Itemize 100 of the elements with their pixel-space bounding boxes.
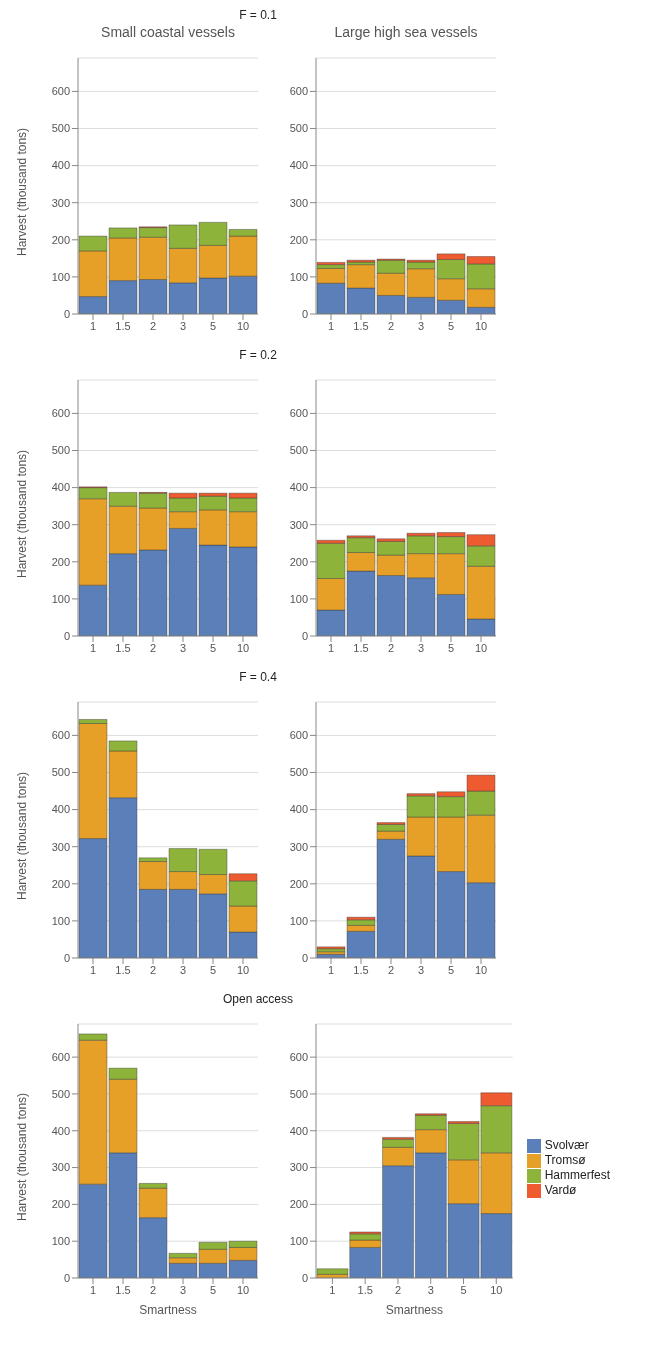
x-tick-label: 1.5 [115,963,131,976]
y-tick-label: 600 [51,407,70,420]
x-tick-label: 10 [236,1283,250,1296]
x-tick-label: 1.5 [353,319,369,332]
y-tick-label: 100 [51,914,70,927]
x-tick-label: 1 [327,963,335,976]
x-tick-label: 1.5 [115,641,131,654]
x-tick-label: 5 [209,319,217,332]
x-tick-label: 2 [387,319,395,332]
y-tick-label: 300 [51,1161,70,1174]
x-tick-label: 2 [149,319,157,332]
text: F = 0.2 [238,348,278,362]
y-tick-label: 0 [301,951,308,964]
x-tick-label: 1.5 [115,1283,131,1296]
y-tick-label: 400 [289,1124,308,1137]
y-tick-label: 200 [289,877,308,890]
y-tick-label: 400 [51,481,70,494]
legend-label: Svolvær [544,1138,589,1153]
x-tick-label: 1.5 [115,319,131,332]
y-tick-label: 600 [289,85,308,98]
x-tick-label: 10 [490,1283,503,1296]
y-tick-label: 400 [289,159,308,172]
x-tick-label: 3 [179,1283,187,1296]
y-tick-label: 0 [63,1271,70,1284]
y-tick-label: 500 [289,444,308,457]
y-tick-label: 500 [51,122,70,135]
y-tick-label: 600 [289,1051,308,1064]
y-tick-label: 500 [51,444,70,457]
y-tick-label: 500 [289,1087,308,1100]
x-tick-label: 1 [327,319,335,332]
y-tick-label: 100 [51,270,70,283]
x-tick-label: 10 [474,641,488,654]
y-tick-label: 300 [289,518,308,531]
x-tick-label: 1.5 [353,963,369,976]
y-tick-label: 300 [51,518,70,531]
x-tick-label: 5 [447,963,455,976]
x-tick-label: 10 [474,319,488,332]
y-tick-label: 400 [51,1124,70,1137]
x-tick-label: 1 [89,641,97,654]
y-tick-label: 0 [301,1271,308,1284]
y-tick-label: 300 [289,840,308,853]
y-tick-label: 200 [51,555,70,568]
y-tick-label: 300 [289,196,308,209]
x-tick-label: 3 [417,641,425,654]
x-tick-label: 1 [327,641,335,654]
y-axis-title: Harvest (thousand tons) [15,1092,30,1221]
y-tick-label: 600 [51,729,70,742]
x-tick-label: 3 [417,963,425,976]
y-tick-label: 500 [289,766,308,779]
x-tick-label: 1.5 [357,1283,373,1296]
y-tick-label: 400 [51,803,70,816]
y-tick-label: 600 [289,407,308,420]
x-tick-label: 2 [149,1283,157,1296]
y-tick-label: 200 [51,877,70,890]
y-tick-label: 100 [51,1235,70,1248]
x-tick-label: 2 [149,641,157,654]
y-tick-label: 200 [289,1198,308,1211]
y-tick-label: 300 [51,840,70,853]
x-tick-label: 3 [427,1283,434,1296]
legend-label: Vardø [544,1182,577,1197]
y-tick-label: 300 [51,196,70,209]
x-axis-title: Smartness [139,1303,197,1317]
text: Open access [221,992,294,1006]
x-tick-label: 10 [236,319,250,332]
text: F = 0.4 [238,670,278,684]
x-tick-label: 1 [89,1283,97,1296]
x-tick-label: 1 [89,963,97,976]
y-axis-title: Harvest (thousand tons) [15,127,30,256]
x-tick-label: 5 [209,641,217,654]
y-axis-title: Harvest (thousand tons) [15,771,30,900]
x-tick-label: 2 [387,963,395,976]
y-tick-label: 300 [289,1161,308,1174]
y-tick-label: 0 [301,629,308,642]
y-tick-label: 400 [289,803,308,816]
y-tick-label: 0 [63,951,70,964]
x-tick-label: 1 [89,319,97,332]
y-tick-label: 100 [289,270,308,283]
chart-title: Large high sea vessels [333,24,479,42]
x-tick-label: 5 [209,1283,217,1296]
legend-label: Hammerfest [544,1168,610,1182]
x-tick-label: 5 [460,1283,467,1296]
x-tick-label: 2 [387,641,395,654]
y-tick-label: 200 [51,1198,70,1211]
x-tick-label: 10 [236,963,250,976]
y-tick-label: 600 [51,85,70,98]
y-tick-label: 100 [289,1235,308,1248]
y-tick-label: 100 [289,592,308,605]
y-tick-label: 600 [51,1051,70,1064]
x-tick-label: 5 [447,641,455,654]
y-tick-label: 400 [51,159,70,172]
y-tick-label: 100 [51,592,70,605]
y-tick-label: 500 [51,1087,70,1100]
y-axis-title: Harvest (thousand tons) [15,449,30,578]
y-tick-label: 200 [51,233,70,246]
x-axis-title: Smartness [385,1303,444,1317]
x-tick-label: 10 [474,963,488,976]
y-tick-label: 500 [51,766,70,779]
x-tick-label: 10 [236,641,250,654]
y-tick-label: 100 [289,914,308,927]
x-tick-label: 5 [447,319,455,332]
